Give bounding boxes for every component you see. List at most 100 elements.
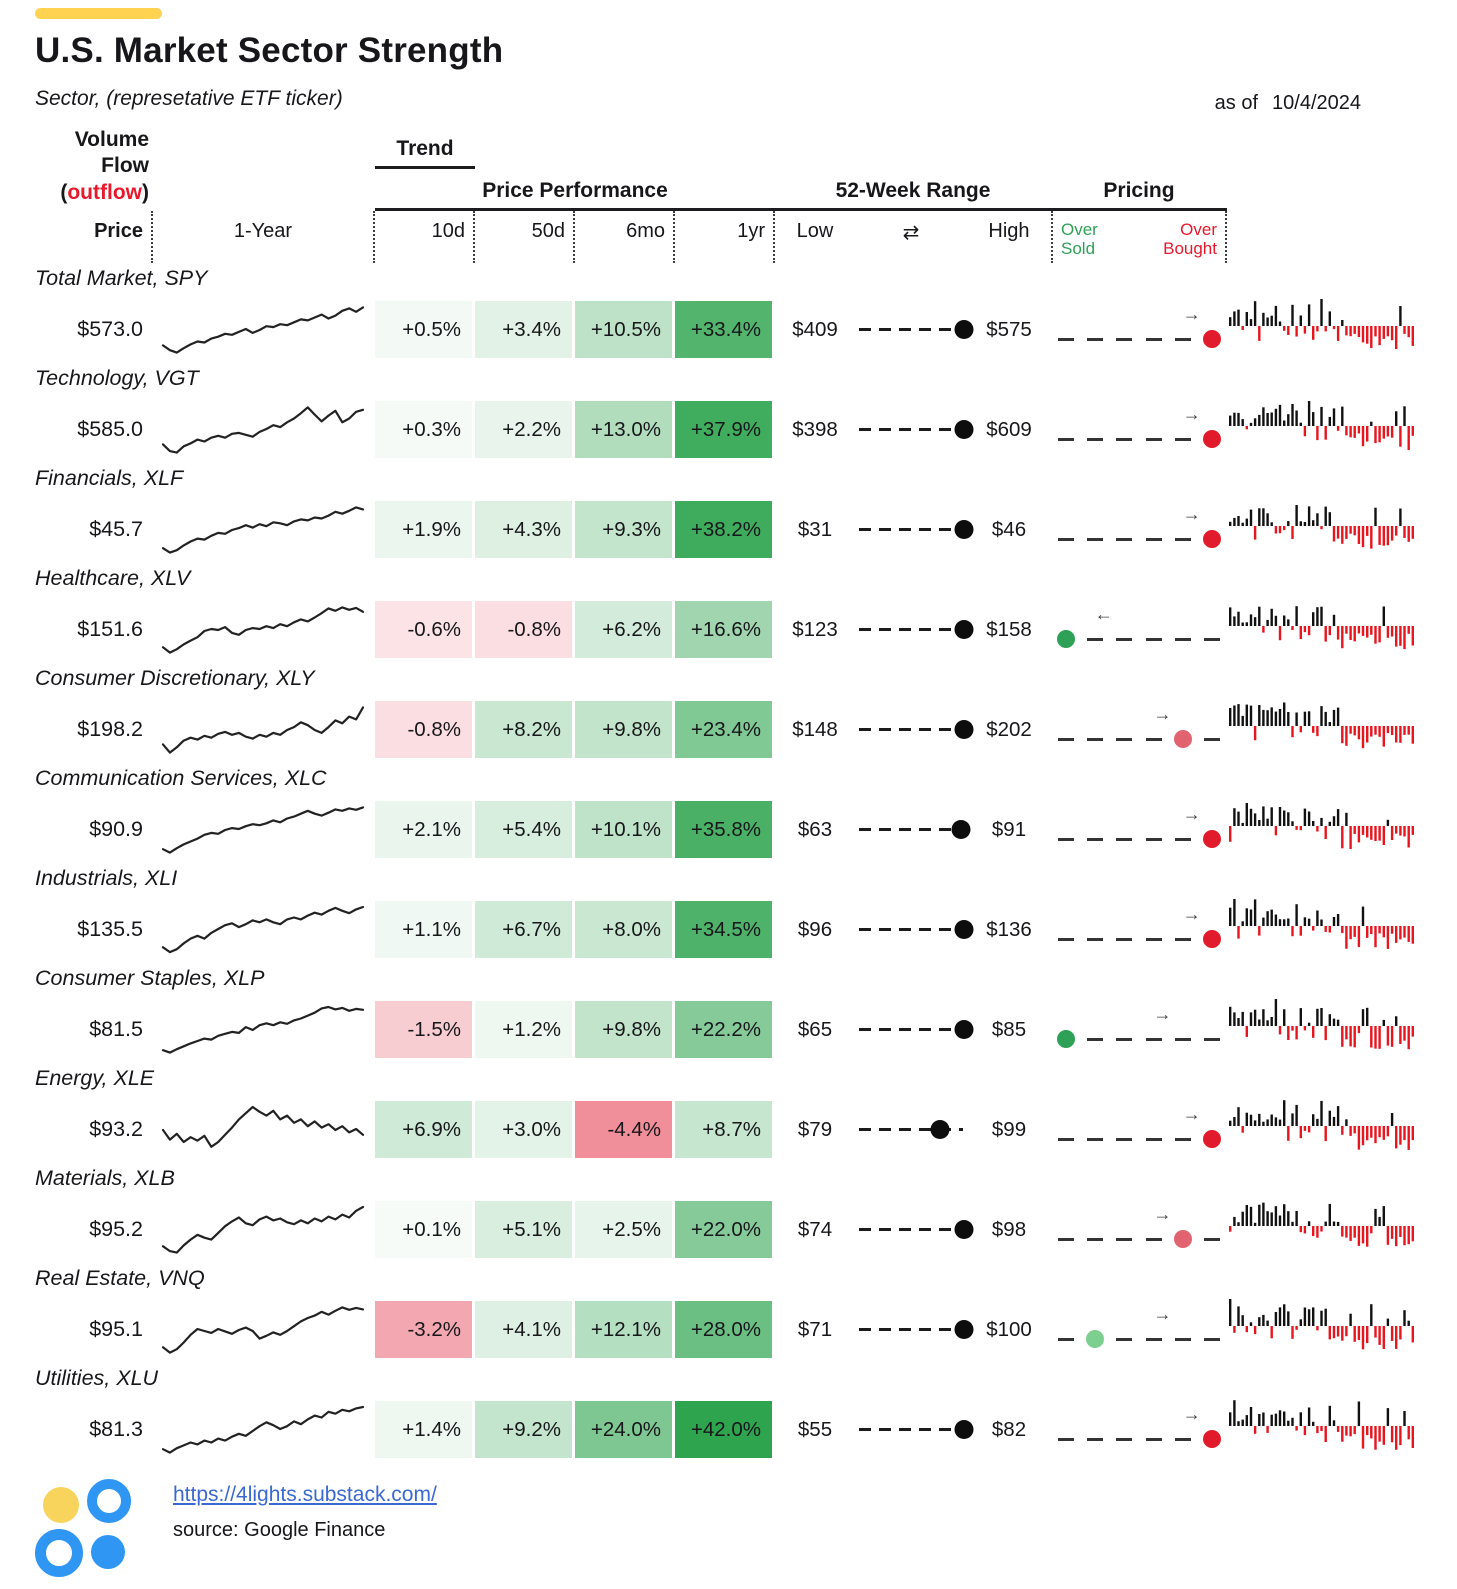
price-value: $198.2 bbox=[77, 717, 143, 742]
volume-flow-chart bbox=[1229, 400, 1414, 450]
volume-cell bbox=[1227, 1099, 1419, 1161]
substack-link[interactable]: https://4lights.substack.com/ bbox=[173, 1482, 437, 1506]
trend-cell bbox=[153, 1000, 375, 1060]
logo-ring-top bbox=[87, 1478, 131, 1523]
col-50d: 50d bbox=[475, 210, 575, 263]
col-10d: 10d bbox=[375, 210, 475, 263]
trend-cell bbox=[153, 700, 375, 760]
trend-cell bbox=[153, 500, 375, 560]
pricing-dash bbox=[1204, 1237, 1221, 1241]
range-track-line bbox=[859, 527, 963, 531]
perf-50d: +4.3% bbox=[475, 501, 572, 559]
sector-label: Energy, XLE bbox=[35, 1065, 155, 1090]
pricing-indicator: → bbox=[1051, 404, 1227, 454]
trend-sparkline bbox=[161, 606, 365, 654]
sector-block: Materials, XLB $95.2 +0.1% +5.1% +2.5% +22.0%… bbox=[33, 1166, 1429, 1263]
price-value: $151.6 bbox=[77, 617, 143, 642]
pricing-dash bbox=[1087, 437, 1103, 441]
volume-flow-chart bbox=[1229, 298, 1414, 349]
range-high: $136 bbox=[986, 917, 1032, 941]
range-track bbox=[855, 619, 974, 641]
sector-block: Utilities, XLU $81.3 +1.4% +9.2% +24.0% +42.0… bbox=[33, 1366, 1429, 1463]
price-value: $573.0 bbox=[77, 317, 143, 342]
volume-flow-chart bbox=[1229, 504, 1414, 549]
perf-10d: +1.9% bbox=[375, 501, 472, 559]
range-low: $398 bbox=[792, 417, 838, 441]
trend-cell bbox=[153, 1200, 375, 1260]
perf-10d: -0.8% bbox=[375, 701, 472, 759]
sector-label: Financials, XLF bbox=[35, 465, 184, 490]
arrow-right-icon: → bbox=[1153, 1203, 1172, 1224]
range-low: $65 bbox=[797, 1017, 833, 1041]
range-track bbox=[855, 519, 974, 541]
range-low: $79 bbox=[797, 1117, 833, 1141]
sector-data-row: $198.2 -0.8% +8.2% +9.8% +23.4% $148 $202 → bbox=[33, 697, 1429, 763]
perf-10d: -3.2% bbox=[375, 1301, 472, 1359]
volume-outflow-label: (outflow) bbox=[60, 180, 149, 204]
perf-6mo: +10.5% bbox=[575, 301, 672, 359]
sector-block: Consumer Staples, XLP $81.5 -1.5% +1.2% +9.8… bbox=[33, 966, 1429, 1063]
pricing-dot-overbought bbox=[1203, 1129, 1222, 1148]
pricing-dash bbox=[1087, 837, 1103, 841]
pricing-dot-overbought bbox=[1203, 1429, 1222, 1448]
sector-data-row: $90.9 +2.1% +5.4% +10.1% +35.8% $63 $91 → bbox=[33, 797, 1429, 863]
volume-cell bbox=[1227, 1199, 1419, 1261]
range-high: $98 bbox=[991, 1217, 1027, 1241]
overbought-label: Over Bought bbox=[1163, 219, 1217, 259]
perf-50d: +3.0% bbox=[475, 1101, 572, 1159]
trend-sparkline bbox=[161, 706, 365, 754]
pricing-indicator: ← bbox=[1051, 604, 1227, 654]
range-track-line bbox=[859, 1027, 963, 1031]
range-low: $63 bbox=[797, 817, 833, 841]
sector-data-row: $585.0 +0.3% +2.2% +13.0% +37.9% $398 $609 → bbox=[33, 397, 1429, 463]
volume-title-line1: Volume bbox=[74, 128, 149, 151]
sector-block: Real Estate, VNQ $95.1 -3.2% +4.1% +12.1% +28… bbox=[33, 1266, 1429, 1363]
logo-circle-blue bbox=[91, 1534, 125, 1569]
pricing-dash bbox=[1175, 337, 1191, 341]
perf-1yr: +22.0% bbox=[675, 1201, 772, 1259]
price-value: $585.0 bbox=[77, 417, 143, 442]
perf-10d: +1.4% bbox=[375, 1401, 472, 1459]
pricing-dash bbox=[1175, 1437, 1191, 1441]
pricing-dash bbox=[1175, 937, 1191, 941]
range-track bbox=[855, 1119, 967, 1141]
trend-cell bbox=[153, 400, 375, 460]
range-high: $202 bbox=[986, 717, 1032, 741]
range-high: $85 bbox=[991, 1017, 1027, 1041]
sector-label: Consumer Staples, XLP bbox=[35, 965, 265, 990]
pricing-indicator: → bbox=[1051, 1304, 1227, 1354]
perf-50d: +9.2% bbox=[475, 1401, 572, 1459]
pricing-dash bbox=[1087, 737, 1103, 741]
volume-flow-chart bbox=[1229, 1202, 1414, 1247]
range-low: $31 bbox=[797, 517, 833, 541]
perf-6mo: +6.2% bbox=[575, 601, 672, 659]
sector-label: Total Market, SPY bbox=[35, 265, 208, 290]
arrow-right-icon: → bbox=[1182, 1403, 1201, 1424]
range-track-line bbox=[859, 327, 963, 331]
pricing-dash bbox=[1087, 1437, 1103, 1441]
sector-data-row: $45.7 +1.9% +4.3% +9.3% +38.2% $31 $46 → bbox=[33, 497, 1429, 563]
range-exchange-icon: ⇄ bbox=[902, 221, 920, 244]
range-position-dot bbox=[954, 419, 974, 439]
range-position-dot bbox=[951, 819, 971, 839]
pricing-indicator: → bbox=[1051, 504, 1227, 554]
perf-1yr: +23.4% bbox=[675, 701, 772, 759]
range-position-dot bbox=[954, 1019, 974, 1039]
pricing-dot-overbought bbox=[1203, 429, 1222, 448]
pricing-indicator: → bbox=[1051, 304, 1227, 354]
sector-label: Materials, XLB bbox=[35, 1165, 175, 1190]
perf-50d: +4.1% bbox=[475, 1301, 572, 1359]
pricing-dash bbox=[1204, 1337, 1221, 1341]
sector-label: Utilities, XLU bbox=[35, 1365, 159, 1390]
volume-flow-chart bbox=[1229, 1099, 1414, 1150]
pricing-indicator: → bbox=[1051, 904, 1227, 954]
volume-cell bbox=[1227, 1298, 1419, 1361]
volume-flow-chart bbox=[1229, 998, 1414, 1049]
range-track bbox=[855, 1319, 974, 1341]
volume-flow-chart bbox=[1229, 605, 1414, 649]
perf-1yr: +34.5% bbox=[675, 901, 772, 959]
group-range: 52-Week Range bbox=[775, 179, 1051, 211]
volume-flow-chart bbox=[1229, 702, 1414, 748]
pricing-dash bbox=[1116, 637, 1133, 641]
volume-cell bbox=[1227, 799, 1419, 861]
